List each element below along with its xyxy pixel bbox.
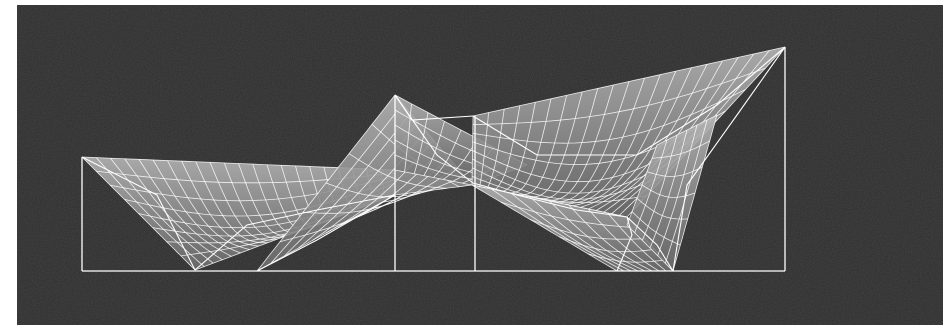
membrane-right-lower <box>471 184 674 272</box>
membrane-center-top-mesh-v <box>394 154 484 182</box>
edge-cable <box>672 46 786 272</box>
membrane-right-lower-mesh-u <box>510 192 632 272</box>
membrane-right-lower-mesh-v <box>529 219 646 240</box>
membrane-left-surface <box>82 157 395 270</box>
edge-cable <box>394 94 474 121</box>
membrane-center-left-mesh-v <box>279 192 408 243</box>
membrane-right-flap-mesh-v <box>636 197 688 220</box>
edge-cable <box>616 216 633 272</box>
membrane-right-flap <box>626 114 718 272</box>
membrane-right-lower-mesh-v <box>500 201 637 229</box>
membrane-center-top-mesh-u <box>413 112 429 174</box>
tensile-structure-drawing <box>17 5 943 325</box>
membrane-group <box>81 46 786 272</box>
membrane-right-surface <box>472 47 785 217</box>
membrane-center-top-mesh-u <box>433 129 462 178</box>
edge-cable <box>81 156 196 271</box>
edge-cable <box>626 216 674 272</box>
membrane-right-flap-mesh-v <box>641 184 696 198</box>
membrane-right-lower-mesh-v <box>587 253 664 263</box>
membrane-right-flap-mesh-v <box>651 140 710 159</box>
membrane-right-lower-mesh-v <box>558 236 655 253</box>
edge-cable <box>394 94 628 218</box>
membrane-right-flap-mesh-v <box>656 114 718 146</box>
membrane-right-lower-mesh-u <box>587 208 660 272</box>
edge-cable <box>472 46 786 156</box>
membrane-right-lower-mesh-u <box>549 200 646 272</box>
membrane-right-lower-mesh-u <box>607 212 667 272</box>
membrane-right-mesh-v <box>472 46 786 117</box>
edge-cable <box>256 194 396 272</box>
membrane-right-mesh-v <box>472 167 667 200</box>
membrane-right-flap-surface <box>627 115 717 271</box>
membrane-right-flap-mesh-v <box>626 224 674 272</box>
membrane-center-top-mesh-u <box>442 138 478 180</box>
membrane-right-flap-mesh-v <box>646 166 703 177</box>
membrane-right-lower-mesh-u <box>491 188 625 272</box>
membrane-right-mesh-v <box>472 67 766 125</box>
structure-frame <box>81 46 786 272</box>
membrane-right-lower-mesh-u <box>471 184 618 272</box>
render-viewport <box>17 5 943 325</box>
membrane-right-lower-mesh-u <box>568 204 653 272</box>
membrane-right-mesh-v <box>472 89 746 144</box>
membrane-right-mesh-v <box>471 176 647 204</box>
membrane-center-top-mesh-v <box>394 169 473 186</box>
membrane-right-flap-mesh-v <box>631 211 681 246</box>
membrane-center-left-mesh-v <box>348 153 447 189</box>
membrane-center-top-mesh-u <box>423 121 445 176</box>
edge-cable <box>194 194 396 271</box>
membrane-center-left-mesh-v <box>302 191 421 214</box>
membrane-right-lower-surface <box>472 185 673 271</box>
